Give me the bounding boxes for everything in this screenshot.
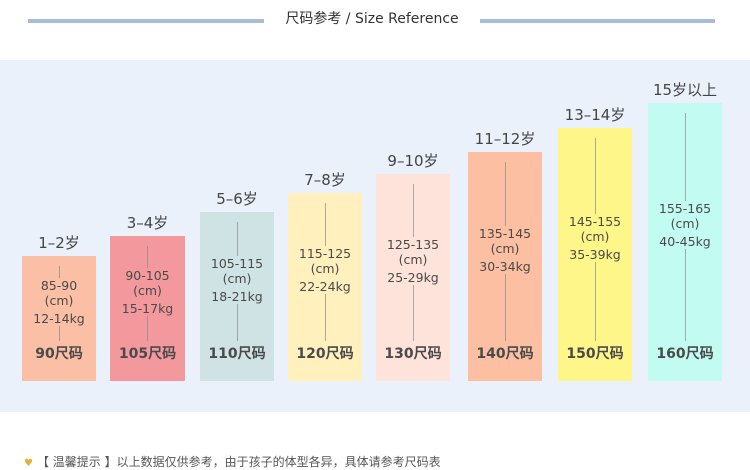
age-label: 3–4岁: [126, 214, 169, 232]
measurement-info: 85-90 (cm) 12-14kg: [22, 277, 96, 326]
page-title: 尺码参考 / Size Reference: [285, 11, 459, 27]
size-column: 15岁以上 155-165 (cm) 40-45kg 160尺码: [648, 79, 722, 381]
size-bar: 125-135 (cm) 25-29kg 130尺码: [376, 174, 450, 381]
age-label: 5–6岁: [216, 190, 258, 208]
age-label: 7–8岁: [304, 171, 346, 189]
age-label: 15岁以上: [652, 81, 718, 99]
measurement-info: 145-155 (cm) 35-39kg: [558, 213, 632, 262]
measurement-info: 125-135 (cm) 25-29kg: [376, 236, 450, 285]
age-label: 11–12岁: [474, 130, 536, 148]
size-label: 150尺码: [566, 346, 624, 362]
weight-range: 30-34kg: [468, 258, 542, 274]
weight-range: 40-45kg: [648, 234, 722, 249]
height-range: 105-115: [200, 255, 274, 271]
size-column: 3–4岁 90-105 (cm) 15-17kg 105尺码: [110, 212, 185, 381]
measurement-info: 155-165 (cm) 40-45kg: [648, 201, 722, 249]
weight-range: 25-29kg: [376, 269, 450, 285]
size-chart-panel: 1–2岁 85-90 (cm) 12-14kg 90尺码 3–4岁 90-105 (cm) 15…: [0, 60, 750, 469]
measurement-info: 115-125 (cm) 22-24kg: [288, 246, 362, 294]
age-label: 13–14岁: [564, 106, 626, 124]
height-range: 135-145: [468, 225, 542, 241]
footer-note: ♥ 【 温馨提示 】以上数据仅供参考，由于孩子的体型各异，具体请参考尺码表: [24, 453, 441, 470]
weight-range: 18-21kg: [200, 288, 274, 304]
measurement-info: 105-115 (cm) 18-21kg: [200, 255, 274, 304]
height-range: 85-90: [22, 277, 96, 293]
size-label: 90尺码: [35, 346, 83, 362]
heart-icon: ♥: [24, 458, 33, 469]
height-unit: (cm): [648, 216, 722, 231]
height-unit: (cm): [110, 282, 185, 298]
size-label: 140尺码: [476, 346, 534, 362]
size-label: 130尺码: [384, 346, 442, 362]
measurement-info: 90-105 (cm) 15-17kg: [110, 267, 185, 316]
height-range: 90-105: [110, 267, 185, 283]
size-label: 120尺码: [296, 346, 354, 362]
height-range: 115-125: [288, 246, 362, 261]
header-rule-right: [480, 19, 715, 23]
size-bar: 105-115 (cm) 18-21kg 110尺码: [200, 212, 274, 381]
height-unit: (cm): [288, 261, 362, 276]
height-range: 145-155: [558, 213, 632, 229]
size-column: 1–2岁 85-90 (cm) 12-14kg 90尺码: [22, 232, 96, 381]
size-bar: 115-125 (cm) 22-24kg 120尺码: [288, 193, 362, 381]
height-range: 155-165: [648, 201, 722, 216]
size-column: 5–6岁 105-115 (cm) 18-21kg 110尺码: [200, 188, 274, 381]
weight-range: 35-39kg: [558, 246, 632, 262]
height-unit: (cm): [468, 240, 542, 256]
weight-range: 22-24kg: [288, 279, 362, 294]
weight-range: 12-14kg: [22, 310, 96, 326]
height-unit: (cm): [558, 228, 632, 244]
size-label: 160尺码: [656, 346, 714, 362]
size-label: 110尺码: [208, 346, 266, 362]
weight-range: 15-17kg: [110, 300, 185, 316]
height-unit: (cm): [376, 251, 450, 267]
size-bar: 90-105 (cm) 15-17kg 105尺码: [110, 236, 185, 381]
age-label: 9–10岁: [387, 152, 439, 170]
size-label: 105尺码: [118, 346, 177, 362]
height-unit: (cm): [22, 292, 96, 308]
size-column: 9–10岁 125-135 (cm) 25-29kg 130尺码: [376, 150, 450, 381]
header-rule-left: [28, 19, 264, 23]
size-bar: 135-145 (cm) 30-34kg 140尺码: [468, 152, 542, 381]
size-bar: 155-165 (cm) 40-45kg 160尺码: [648, 103, 722, 381]
age-label: 1–2岁: [38, 234, 80, 252]
size-bar: 145-155 (cm) 35-39kg 150尺码: [558, 128, 632, 381]
footer-note-text: 【 温馨提示 】以上数据仅供参考，由于孩子的体型各异，具体请参考尺码表: [36, 455, 441, 469]
size-column: 11–12岁 135-145 (cm) 30-34kg 140尺码: [468, 128, 542, 381]
size-column: 13–14岁 145-155 (cm) 35-39kg 150尺码: [558, 104, 632, 381]
size-bar: 85-90 (cm) 12-14kg 90尺码: [22, 256, 96, 381]
height-range: 125-135: [376, 236, 450, 252]
size-column: 7–8岁 115-125 (cm) 22-24kg 120尺码: [288, 169, 362, 381]
measurement-info: 135-145 (cm) 30-34kg: [468, 225, 542, 274]
height-unit: (cm): [200, 270, 274, 286]
